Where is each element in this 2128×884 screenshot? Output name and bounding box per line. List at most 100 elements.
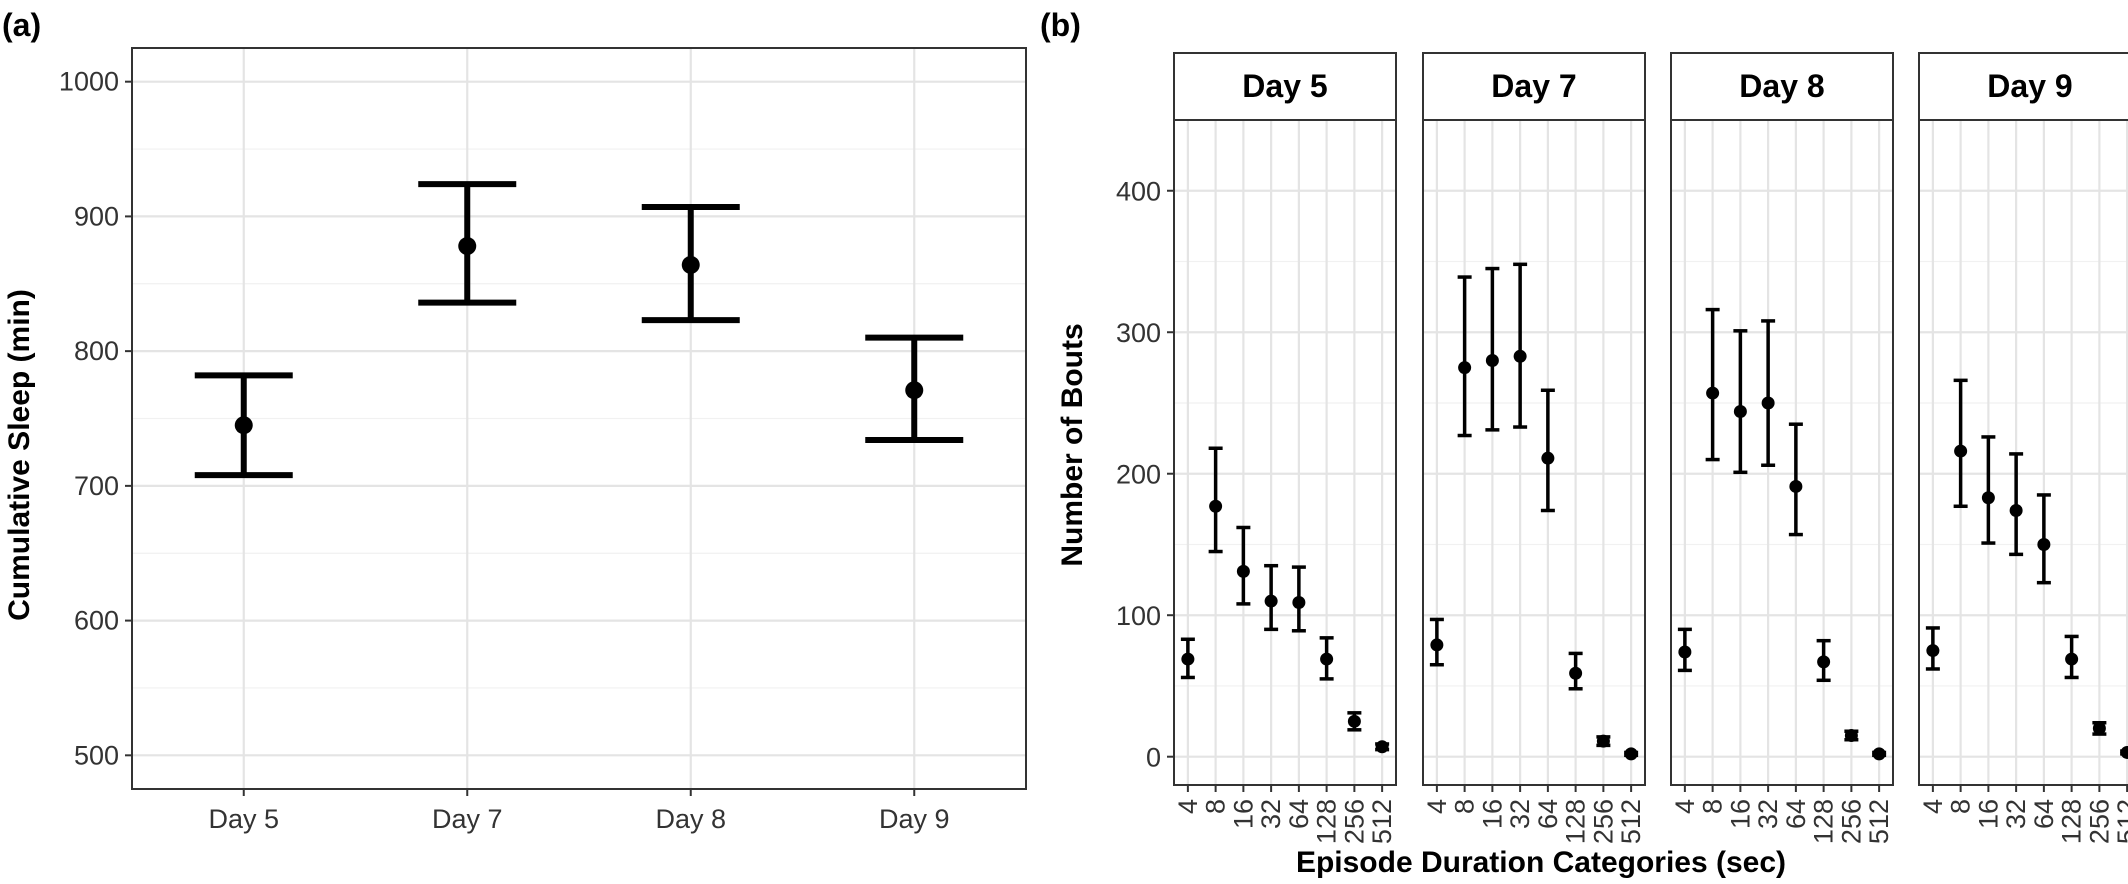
errorbar-b-128s [1319, 636, 1334, 681]
data-point-mean [2120, 745, 2128, 759]
errorbar-b-16s [1236, 525, 1251, 606]
errorbar-b-64s [2036, 493, 2051, 585]
facet-plot-background [1919, 120, 2128, 785]
errorbar-b-512s [1872, 747, 1887, 761]
data-point-mean [1954, 444, 1968, 458]
x-tick-label-b: 4 [1670, 799, 1700, 814]
errorbar-b-32s [1264, 563, 1279, 632]
facet-strip-label: Day 7 [1491, 68, 1576, 104]
x-tick-label-b: 128 [1312, 799, 1342, 844]
facet-strip-label: Day 8 [1739, 68, 1824, 104]
errorbar-b-256s [1844, 728, 1859, 742]
x-tick-label-b: 64 [2029, 799, 2059, 829]
y-tick-label-b: 100 [1116, 601, 1161, 631]
errorbar-b-512s [2120, 745, 2128, 759]
data-point-mean [2065, 652, 2079, 666]
errorbar-a-day-7 [418, 181, 517, 306]
errorbar-a-day-5 [194, 372, 293, 479]
x-tick-label-b: 16 [1477, 799, 1507, 829]
x-tick-label-b: 16 [1228, 799, 1258, 829]
data-point-mean [1678, 645, 1692, 659]
data-point-mean [1926, 644, 1940, 658]
data-point-mean [1569, 666, 1583, 680]
data-point-mean [1375, 740, 1389, 754]
errorbar-b-16s [1485, 266, 1500, 432]
y-tick-label-b: 0 [1146, 743, 1161, 773]
x-tick-label-a: Day 8 [655, 804, 726, 834]
facet-plot-background [1423, 120, 1645, 785]
facet-plot-background [1174, 120, 1396, 785]
errorbar-b-8s [1457, 275, 1472, 438]
x-tick-label-b: 8 [1698, 799, 1728, 814]
y-tick-label-a: 500 [74, 740, 119, 770]
errorbar-b-64s [1291, 565, 1306, 633]
x-tick-label-b: 128 [2057, 799, 2087, 844]
x-tick-label-b: 512 [1367, 799, 1397, 844]
errorbar-a-day-8 [641, 203, 740, 324]
errorbar-b-4s [1677, 627, 1692, 673]
x-tick-label-b: 8 [1946, 799, 1976, 814]
data-point-mean [2037, 537, 2051, 551]
errorbar-b-4s [1925, 626, 1940, 671]
errorbar-b-64s [1788, 422, 1803, 537]
facet-plot-border [1422, 119, 1646, 786]
x-tick-label-b: 8 [1450, 799, 1480, 814]
data-point-mean [1320, 652, 1334, 666]
data-point-mean [1430, 638, 1444, 652]
x-tick-label-b: 4 [1918, 799, 1948, 814]
x-tick-label-b: 512 [2112, 799, 2128, 844]
panel-label-a: (a) [2, 7, 41, 43]
data-point-mean [1181, 652, 1195, 666]
x-tick-label-b: 64 [1533, 799, 1563, 829]
data-point-mean [1292, 595, 1306, 609]
errorbar-b-64s [1540, 388, 1555, 513]
facet-plot-border [1173, 119, 1397, 786]
data-point-mean [1817, 655, 1831, 669]
y-tick-label-a: 600 [74, 606, 119, 636]
x-tick-label-b: 4 [1173, 799, 1203, 814]
data-point-mean [681, 255, 700, 274]
errorbar-b-8s [1705, 307, 1720, 462]
errorbar-b-128s [1568, 651, 1583, 691]
y-tick-label-a: 800 [74, 336, 119, 366]
y-tick-label-b: 200 [1116, 460, 1161, 490]
x-tick-label-a: Day 7 [432, 804, 503, 834]
x-tick-label-b: 16 [1725, 799, 1755, 829]
errorbar-b-16s [1733, 329, 1748, 475]
errorbar-b-256s [2092, 720, 2107, 736]
x-tick-label-b: 512 [1616, 799, 1646, 844]
x-tick-label-b: 128 [1561, 799, 1591, 844]
data-point-mean [1264, 594, 1278, 608]
errorbar-b-32s [2009, 452, 2024, 557]
facet-plot-background [1671, 120, 1893, 785]
y-tick-label-a: 900 [74, 201, 119, 231]
data-point-mean [2009, 504, 2023, 518]
facet-strip-label: Day 5 [1242, 68, 1327, 104]
y-tick-label-a: 1000 [59, 67, 119, 97]
data-point-mean [1541, 451, 1555, 465]
y-tick-label-b: 300 [1116, 318, 1161, 348]
x-tick-label-a: Day 5 [208, 804, 279, 834]
x-tick-label-b: 32 [1505, 799, 1535, 829]
x-tick-label-a: Day 9 [879, 804, 950, 834]
x-axis-title-b: Episode Duration Categories (sec) [1296, 846, 1786, 879]
data-point-mean [1596, 734, 1610, 748]
facet-strip-label: Day 9 [1987, 68, 2072, 104]
errorbar-b-32s [1513, 262, 1528, 429]
data-point-mean [905, 381, 924, 400]
data-point-mean [1236, 564, 1250, 578]
x-tick-label-b: 256 [1339, 799, 1369, 844]
errorbar-b-128s [2064, 634, 2079, 680]
errorbar-b-512s [1375, 740, 1390, 754]
data-point-mean [1347, 714, 1361, 728]
y-axis-title-a: Cumulative Sleep (min) [3, 289, 36, 621]
data-point-mean [1872, 747, 1886, 761]
errorbar-b-256s [1596, 734, 1611, 748]
data-point-mean [1458, 361, 1472, 375]
data-point-mean [1733, 404, 1747, 418]
data-point-mean [1761, 396, 1775, 410]
